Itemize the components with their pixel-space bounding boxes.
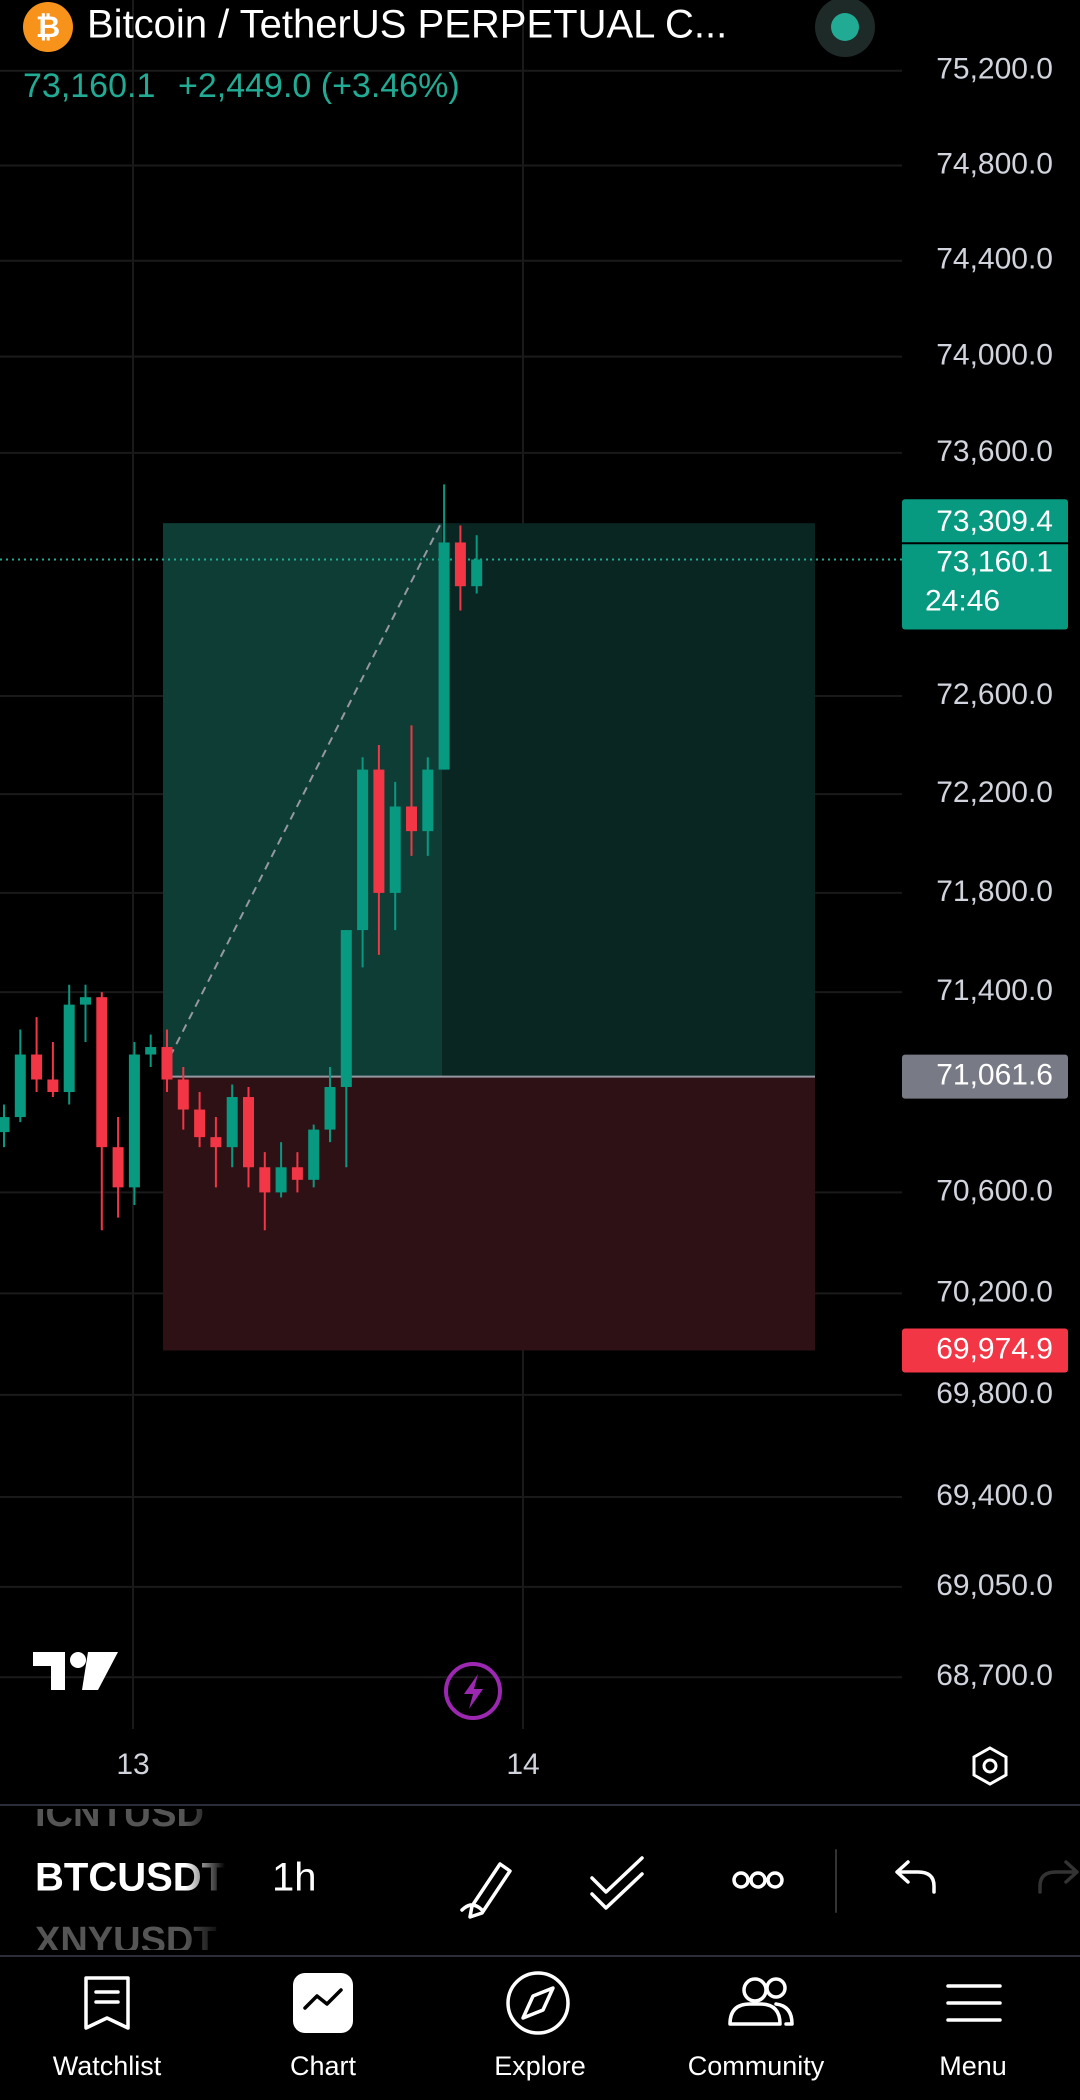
draw-tool[interactable] xyxy=(460,1862,512,1919)
profit-zone-filled xyxy=(163,523,442,1077)
candle-body xyxy=(422,769,434,832)
settings-icon xyxy=(982,1758,998,1774)
explore-icon[interactable] xyxy=(506,1971,570,2035)
undo[interactable] xyxy=(895,1860,936,1894)
nav-label[interactable]: Explore xyxy=(494,2051,586,2081)
candle-body xyxy=(14,1054,26,1118)
y-tick-label: 73,600.0 xyxy=(936,435,1053,468)
community-icon[interactable] xyxy=(728,2002,794,2026)
community-head2 xyxy=(765,1977,787,1999)
candle-body xyxy=(259,1167,271,1193)
candle-body xyxy=(471,559,483,587)
watchlist-icon[interactable] xyxy=(84,1976,130,2030)
candle-body xyxy=(47,1079,59,1093)
candle-body xyxy=(0,1117,10,1133)
y-tick-label: 70,200.0 xyxy=(936,1275,1053,1308)
target-label: 73,309.4 xyxy=(936,505,1053,538)
y-tick-label: 72,600.0 xyxy=(936,678,1053,711)
header: ₿ Bitcoin / TetherUS PERPETUAL C... 73,1… xyxy=(23,0,875,105)
chart-icon-line xyxy=(303,1988,343,2010)
candle-body xyxy=(112,1147,124,1188)
candle-body xyxy=(454,542,466,587)
candle-body xyxy=(80,997,91,1005)
candle-body xyxy=(357,769,369,931)
countdown: 24:46 xyxy=(925,584,1000,617)
tv-logo xyxy=(33,1652,118,1690)
explore-needle xyxy=(521,1986,555,2020)
y-tick-label: 68,700.0 xyxy=(936,1659,1053,1692)
candle-body xyxy=(291,1167,303,1180)
entry-tag xyxy=(902,1054,1068,1099)
y-tick-label: 71,400.0 xyxy=(936,974,1053,1007)
nav-label[interactable]: Menu xyxy=(939,2051,1007,2081)
y-tick-label: 69,050.0 xyxy=(936,1569,1053,1602)
candle-body xyxy=(31,1054,43,1080)
candle-body xyxy=(145,1047,157,1055)
header-price: 73,160.1 xyxy=(23,67,155,105)
x-tick-label: 13 xyxy=(116,1748,149,1781)
trend-tool[interactable] xyxy=(590,1856,644,1910)
candle-body xyxy=(373,769,385,893)
interval[interactable]: 1h xyxy=(272,1856,317,1900)
community-head xyxy=(742,1977,768,2003)
y-tick-label: 69,400.0 xyxy=(936,1479,1053,1512)
fade xyxy=(185,1809,225,1950)
x-tick-label: 14 xyxy=(506,1748,539,1781)
y-tick-label: 74,000.0 xyxy=(936,339,1053,372)
candle-body xyxy=(226,1097,238,1148)
y-tick-label: 74,800.0 xyxy=(936,147,1053,180)
candle-body xyxy=(308,1129,320,1180)
last-price-tag xyxy=(902,499,1068,630)
more-tools[interactable] xyxy=(732,1871,784,1889)
candle-body xyxy=(243,1097,254,1168)
menu-icon[interactable] xyxy=(946,1984,1002,2022)
candle-body xyxy=(210,1137,222,1148)
candle-body xyxy=(63,1004,75,1093)
coin-glyph: ₿ xyxy=(36,11,60,44)
candle-body xyxy=(340,930,352,1088)
path-line xyxy=(169,524,441,1058)
candle-body xyxy=(161,1047,173,1080)
loss-zone xyxy=(163,1076,815,1351)
nav-label[interactable]: Watchlist xyxy=(53,2051,162,2081)
status-dot xyxy=(831,13,859,41)
candle-body xyxy=(177,1079,189,1110)
stop-label: 69,974.9 xyxy=(936,1332,1053,1365)
time-axis: 13 14 xyxy=(116,1748,539,1781)
nav-label[interactable]: Community xyxy=(688,2051,825,2081)
settings-button[interactable] xyxy=(972,1746,1008,1786)
candle-body xyxy=(194,1109,206,1138)
nav-labels: Watchlist Chart Explore Community Menu xyxy=(53,2051,1007,2081)
candle-body xyxy=(128,1054,140,1188)
nav-label[interactable]: Chart xyxy=(290,2051,357,2081)
symbol-title[interactable]: Bitcoin / TetherUS PERPETUAL C... xyxy=(87,3,727,47)
replay-button[interactable] xyxy=(444,1662,502,1720)
stop-tag xyxy=(902,1328,1068,1373)
y-tick-label: 71,800.0 xyxy=(936,875,1053,908)
y-tick-label: 69,800.0 xyxy=(936,1377,1053,1410)
candle-body xyxy=(96,997,108,1148)
candle-body xyxy=(406,806,417,832)
symbol-prev[interactable]: ICNTUSD xyxy=(35,1793,204,1835)
y-tick-label: 72,200.0 xyxy=(936,776,1053,809)
symbol-picker[interactable]: ICNTUSD BTCUSDT XNYUSDT xyxy=(35,1793,226,1962)
redo xyxy=(1038,1860,1079,1894)
header-change: +2,449.0 (+3.46%) xyxy=(178,67,460,105)
chart-pane: 75,200.0 74,800.0 74,400.0 74,000.0 73,600.0… xyxy=(0,0,1068,1729)
y-tick-label: 75,200.0 xyxy=(936,53,1053,86)
last-price-label: 73,160.1 xyxy=(936,545,1053,578)
candle-body xyxy=(324,1087,336,1130)
candle-body xyxy=(389,806,401,893)
y-tick-label: 74,400.0 xyxy=(936,243,1053,276)
candle-body xyxy=(275,1167,287,1193)
candle-body xyxy=(438,542,450,770)
coin-icon xyxy=(23,2,73,52)
y-tick-label: 70,600.0 xyxy=(936,1174,1053,1207)
entry-label: 71,061.6 xyxy=(936,1059,1053,1092)
